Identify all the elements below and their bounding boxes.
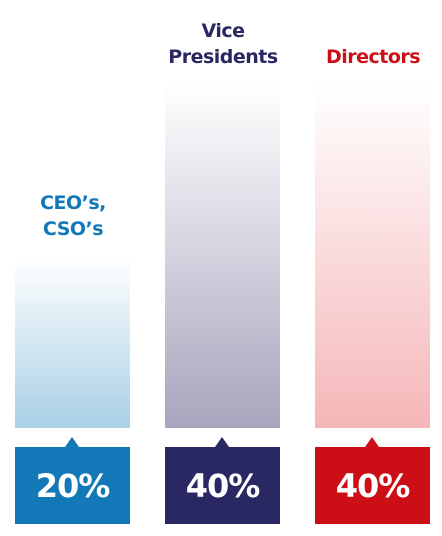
pointer — [65, 437, 79, 447]
value-label: 20% — [15, 447, 130, 524]
category-label: Vice Presidents — [168, 20, 278, 68]
value-label: 40% — [315, 447, 430, 524]
category-label: Directors — [325, 46, 421, 68]
bar — [15, 256, 130, 428]
bar — [315, 84, 430, 428]
value-label: 40% — [165, 447, 280, 524]
bar — [165, 84, 280, 428]
pointer — [215, 437, 229, 447]
category-label: CEO’s, CSO’s — [40, 192, 106, 240]
pointer — [365, 437, 379, 447]
